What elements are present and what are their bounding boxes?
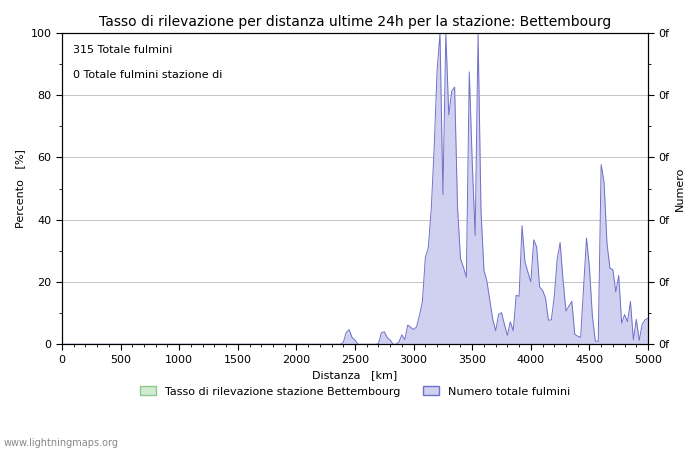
Title: Tasso di rilevazione per distanza ultime 24h per la stazione: Bettembourg: Tasso di rilevazione per distanza ultime… <box>99 15 611 29</box>
Y-axis label: Percento   [%]: Percento [%] <box>15 149 25 228</box>
Y-axis label: Numero: Numero <box>675 166 685 211</box>
Text: www.lightningmaps.org: www.lightningmaps.org <box>4 438 118 448</box>
Text: 0 Totale fulmini stazione di: 0 Totale fulmini stazione di <box>73 70 222 80</box>
Legend: Tasso di rilevazione stazione Bettembourg, Numero totale fulmini: Tasso di rilevazione stazione Bettembour… <box>135 382 575 401</box>
X-axis label: Distanza   [km]: Distanza [km] <box>312 370 398 380</box>
Text: 315 Totale fulmini: 315 Totale fulmini <box>73 45 172 55</box>
